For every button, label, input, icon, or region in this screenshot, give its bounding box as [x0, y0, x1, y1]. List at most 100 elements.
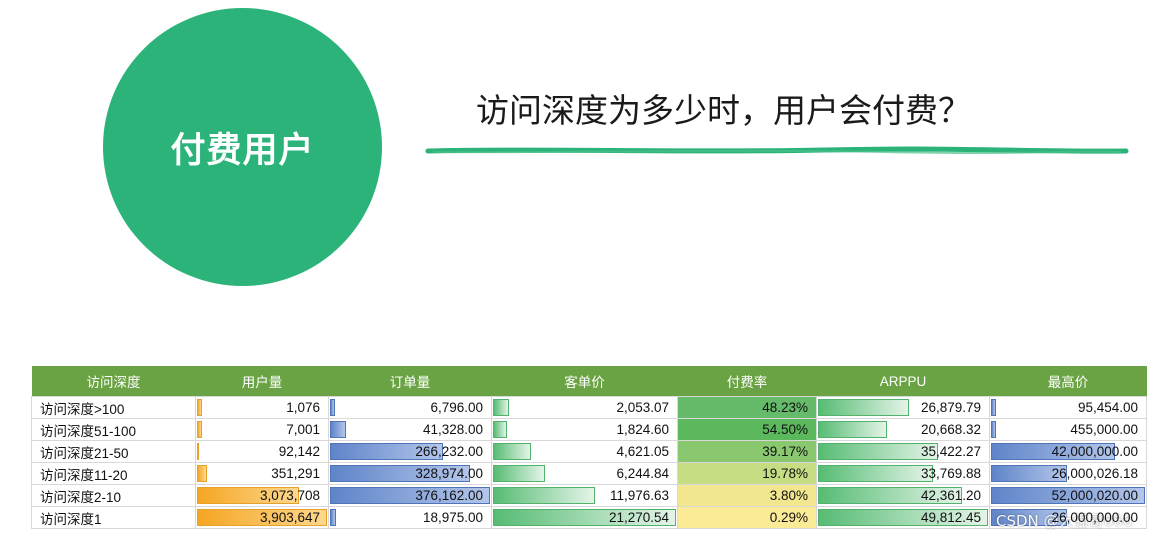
csdn-watermark: CSDN @大强哥666: [996, 512, 1133, 530]
cell-aov-value: 11,976.63: [609, 488, 669, 503]
cell-users-value: 3,073,708: [259, 488, 320, 503]
table-row: 访问深度51-100 7,001 41,328.00 1,824.60 54.50% 20…: [31, 418, 1147, 441]
cell-aov-bar: [493, 399, 509, 416]
cell-aov-bar: [493, 421, 507, 438]
cell-users-bar: [197, 465, 207, 482]
table-header-row: 访问深度 用户量 订单量 客单价 付费率 ARPPU 最高价: [31, 366, 1147, 397]
cell-pay-rate-value: 39.17%: [762, 444, 808, 459]
cell-arppu-value: 49,812.45: [920, 510, 981, 525]
cell-orders-bar: [330, 509, 337, 526]
cell-pay-rate-value: 3.80%: [769, 488, 808, 503]
cell-max-price-value: 26,000,026.18: [1051, 466, 1138, 481]
cell-max-price: 42,000,000.00: [989, 440, 1147, 463]
cell-users-bar: [197, 399, 202, 416]
cell-depth: 访问深度11-20: [31, 462, 196, 485]
col-header-users: 用户量: [195, 366, 329, 397]
cell-aov-value: 2,053.07: [616, 400, 669, 415]
cell-users-bar: [197, 487, 299, 504]
table-row: 访问深度11-20 351,291 328,974.00 6,244.84 19.78%…: [31, 462, 1147, 485]
page-headline: 访问深度为多少时，用户会付费？: [476, 91, 971, 130]
cell-aov: 1,824.60: [491, 418, 678, 441]
cell-arppu: 33,769.88: [816, 462, 990, 485]
cell-pay-rate: 19.78%: [677, 462, 817, 485]
paid-users-badge: 付费用户: [103, 8, 382, 286]
cell-orders: 6,796.00: [328, 396, 492, 419]
cell-pay-rate-value: 19.78%: [762, 466, 808, 481]
cell-depth: 访问深度51-100: [31, 418, 196, 441]
badge-text: 付费用户: [170, 129, 315, 171]
cell-aov: 2,053.07: [491, 396, 678, 419]
cell-aov-value: 4,621.05: [616, 444, 669, 459]
cell-arppu-bar: [818, 443, 939, 460]
col-header-depth: 访问深度: [31, 366, 196, 397]
headline-underline: [425, 146, 1129, 154]
cell-arppu-value: 26,879.79: [920, 400, 981, 415]
cell-users-value: 92,142: [278, 444, 320, 459]
cell-orders: 41,328.00: [328, 418, 492, 441]
cell-orders: 266,232.00: [328, 440, 492, 463]
cell-aov-bar: [493, 509, 676, 526]
cell-arppu-value: 35,422.27: [920, 444, 981, 459]
cell-max-price: 455,000.00: [989, 418, 1147, 441]
cell-arppu: 20,668.32: [816, 418, 990, 441]
cell-pay-rate: 48.23%: [677, 396, 817, 419]
col-header-max-price: 最高价: [989, 366, 1147, 397]
cell-max-price: 95,454.00: [989, 396, 1147, 419]
cell-depth: 访问深度21-50: [31, 440, 196, 463]
cell-aov: 21,270.54: [491, 506, 678, 529]
cell-arppu: 35,422.27: [816, 440, 990, 463]
col-header-arppu: ARPPU: [816, 366, 990, 397]
cell-users-value: 1,076: [286, 400, 320, 415]
cell-arppu-bar: [818, 421, 888, 438]
cell-arppu: 42,361.20: [816, 484, 990, 507]
cell-max-price-bar: [991, 443, 1116, 460]
cell-users-value: 351,291: [271, 466, 320, 481]
cell-arppu-bar: [818, 509, 988, 526]
table-row: 访问深度>100 1,076 6,796.00 2,053.07 48.23% 26,87…: [31, 396, 1147, 419]
cell-users-bar: [197, 509, 327, 526]
cell-orders-value: 6,796.00: [430, 400, 483, 415]
cell-aov-value: 21,270.54: [608, 510, 669, 525]
cell-orders: 18,975.00: [328, 506, 492, 529]
cell-max-price-value: 42,000,000.00: [1051, 444, 1138, 459]
cell-pay-rate: 54.50%: [677, 418, 817, 441]
cell-max-price-bar: [991, 487, 1145, 504]
cell-max-price-bar: [991, 421, 996, 438]
cell-orders-bar: [330, 487, 490, 504]
cell-orders-value: 376,162.00: [415, 488, 483, 503]
cell-pay-rate-value: 48.23%: [762, 400, 808, 415]
cell-depth: 访问深度>100: [31, 396, 196, 419]
cell-users: 1,076: [195, 396, 329, 419]
cell-orders-value: 41,328.00: [422, 422, 483, 437]
cell-aov-value: 1,824.60: [616, 422, 669, 437]
cell-max-price: 26,000,026.18: [989, 462, 1147, 485]
cell-users: 3,903,647: [195, 506, 329, 529]
cell-aov-bar: [493, 465, 546, 482]
cell-aov: 6,244.84: [491, 462, 678, 485]
cell-arppu-value: 42,361.20: [920, 488, 981, 503]
cell-max-price-value: 52,000,020.00: [1051, 488, 1138, 503]
cell-aov-bar: [493, 487, 596, 504]
cell-orders-bar: [330, 421, 346, 438]
cell-pay-rate-value: 0.29%: [769, 510, 808, 525]
cell-aov: 11,976.63: [491, 484, 678, 507]
cell-arppu-bar: [818, 487, 963, 504]
table-row: 访问深度2-10 3,073,708 376,162.00 11,976.63 3.80…: [31, 484, 1147, 507]
cell-max-price-bar: [991, 465, 1067, 482]
cell-depth: 访问深度1: [31, 506, 196, 529]
cell-arppu-bar: [818, 465, 933, 482]
cell-users-bar: [197, 443, 199, 460]
cell-users-bar: [197, 421, 202, 438]
cell-arppu-bar: [818, 399, 909, 416]
cell-users-value: 7,001: [286, 422, 320, 437]
cell-orders-value: 328,974.00: [415, 466, 483, 481]
cell-orders-value: 18,975.00: [422, 510, 483, 525]
cell-max-price-bar: [991, 509, 1067, 526]
col-header-orders: 订单量: [328, 366, 492, 397]
cell-orders-bar: [330, 443, 443, 460]
cell-pay-rate: 39.17%: [677, 440, 817, 463]
table-row: 访问深度21-50 92,142 266,232.00 4,621.05 39.17% 3…: [31, 440, 1147, 463]
cell-aov-value: 6,244.84: [616, 466, 669, 481]
cell-orders-bar: [330, 465, 470, 482]
cell-orders-bar: [330, 399, 335, 416]
